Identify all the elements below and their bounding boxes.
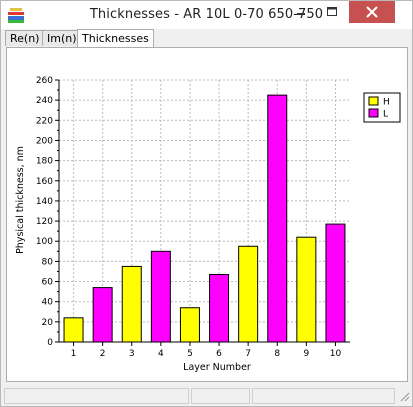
y-tick-label: 180 xyxy=(36,157,53,167)
bar-layer-3 xyxy=(121,265,142,343)
bar-layer-8 xyxy=(267,94,288,343)
y-tick-label: 60 xyxy=(42,278,54,288)
resize-grip-icon[interactable] xyxy=(398,390,410,402)
y-axis-ticks: 0 20 40 60 80 100 120 140 160 180 200 220 240 260 xyxy=(36,76,59,348)
tab-thicknesses[interactable]: Thicknesses xyxy=(77,29,154,48)
y-tick-label: 140 xyxy=(36,197,53,207)
legend-swatch-l xyxy=(368,108,379,118)
close-button[interactable] xyxy=(349,1,395,23)
bars xyxy=(63,94,346,343)
close-icon xyxy=(366,6,378,18)
thickness-chart: 0 20 40 60 80 100 120 140 160 180 200 220 240 260 1 2 3… xyxy=(15,76,401,373)
x-tick-label: 2 xyxy=(100,349,106,359)
y-tick-label: 120 xyxy=(36,217,53,227)
bar-layer-4 xyxy=(150,250,171,343)
legend-label-h: H xyxy=(383,98,390,108)
chart-panel: 0 20 40 60 80 100 120 140 160 180 200 220 240 260 1 2 3… xyxy=(6,47,408,382)
y-axis-label: Physical thickness, nm xyxy=(15,146,26,254)
y-tick-label: 100 xyxy=(36,237,53,247)
bar-layer-6 xyxy=(209,273,230,343)
maximize-button[interactable] xyxy=(317,1,347,23)
y-tick-label: 260 xyxy=(36,76,53,86)
bar-layer-9 xyxy=(296,236,317,343)
x-tick-label: 7 xyxy=(245,349,251,359)
x-tick-label: 1 xyxy=(71,349,77,359)
y-tick-label: 20 xyxy=(42,318,54,328)
status-panel-3 xyxy=(252,388,395,404)
tab-strip: Re(n) Im(n) Thicknesses xyxy=(2,29,412,48)
y-tick-label: 240 xyxy=(36,96,53,106)
x-tick-label: 3 xyxy=(129,349,135,359)
window-title: Thicknesses - AR 10L 0-70 650-750 xyxy=(89,7,324,22)
minimize-button[interactable] xyxy=(286,1,316,23)
maximize-icon xyxy=(327,7,337,16)
x-tick-label: 10 xyxy=(330,349,342,359)
status-bar xyxy=(2,386,412,406)
minimize-icon xyxy=(297,13,305,15)
bar-layer-2 xyxy=(92,287,113,343)
legend: H L xyxy=(363,92,401,123)
status-panel-2 xyxy=(191,388,250,404)
x-tick-label: 6 xyxy=(216,349,222,359)
x-axis-label: Layer Number xyxy=(183,362,251,373)
status-panel-1 xyxy=(4,388,189,404)
x-tick-label: 4 xyxy=(158,349,164,359)
y-tick-label: 160 xyxy=(36,177,53,187)
tab-im-n[interactable]: Im(n) xyxy=(42,30,82,46)
legend-swatch-h xyxy=(368,96,379,106)
x-tick-label: 9 xyxy=(303,349,309,359)
x-tick-label: 8 xyxy=(274,349,280,359)
bar-layer-1 xyxy=(63,317,84,343)
x-tick-label: 5 xyxy=(187,349,193,359)
app-icon[interactable] xyxy=(7,6,25,24)
y-tick-label: 220 xyxy=(36,116,53,126)
y-tick-label: 80 xyxy=(42,257,54,267)
legend-label-l: L xyxy=(383,110,388,120)
y-tick-label: 0 xyxy=(47,338,53,348)
bar-layer-5 xyxy=(179,307,200,343)
tab-re-n[interactable]: Re(n) xyxy=(5,30,45,46)
y-tick-label: 40 xyxy=(42,298,54,308)
title-bar[interactable]: Thicknesses - AR 10L 0-70 650-750 xyxy=(1,1,412,29)
x-axis-ticks: 1 2 3 4 5 6 7 8 9 10 xyxy=(71,342,342,359)
bar-layer-7 xyxy=(238,245,259,343)
bar-layer-10 xyxy=(325,223,346,343)
y-tick-label: 200 xyxy=(36,136,53,146)
